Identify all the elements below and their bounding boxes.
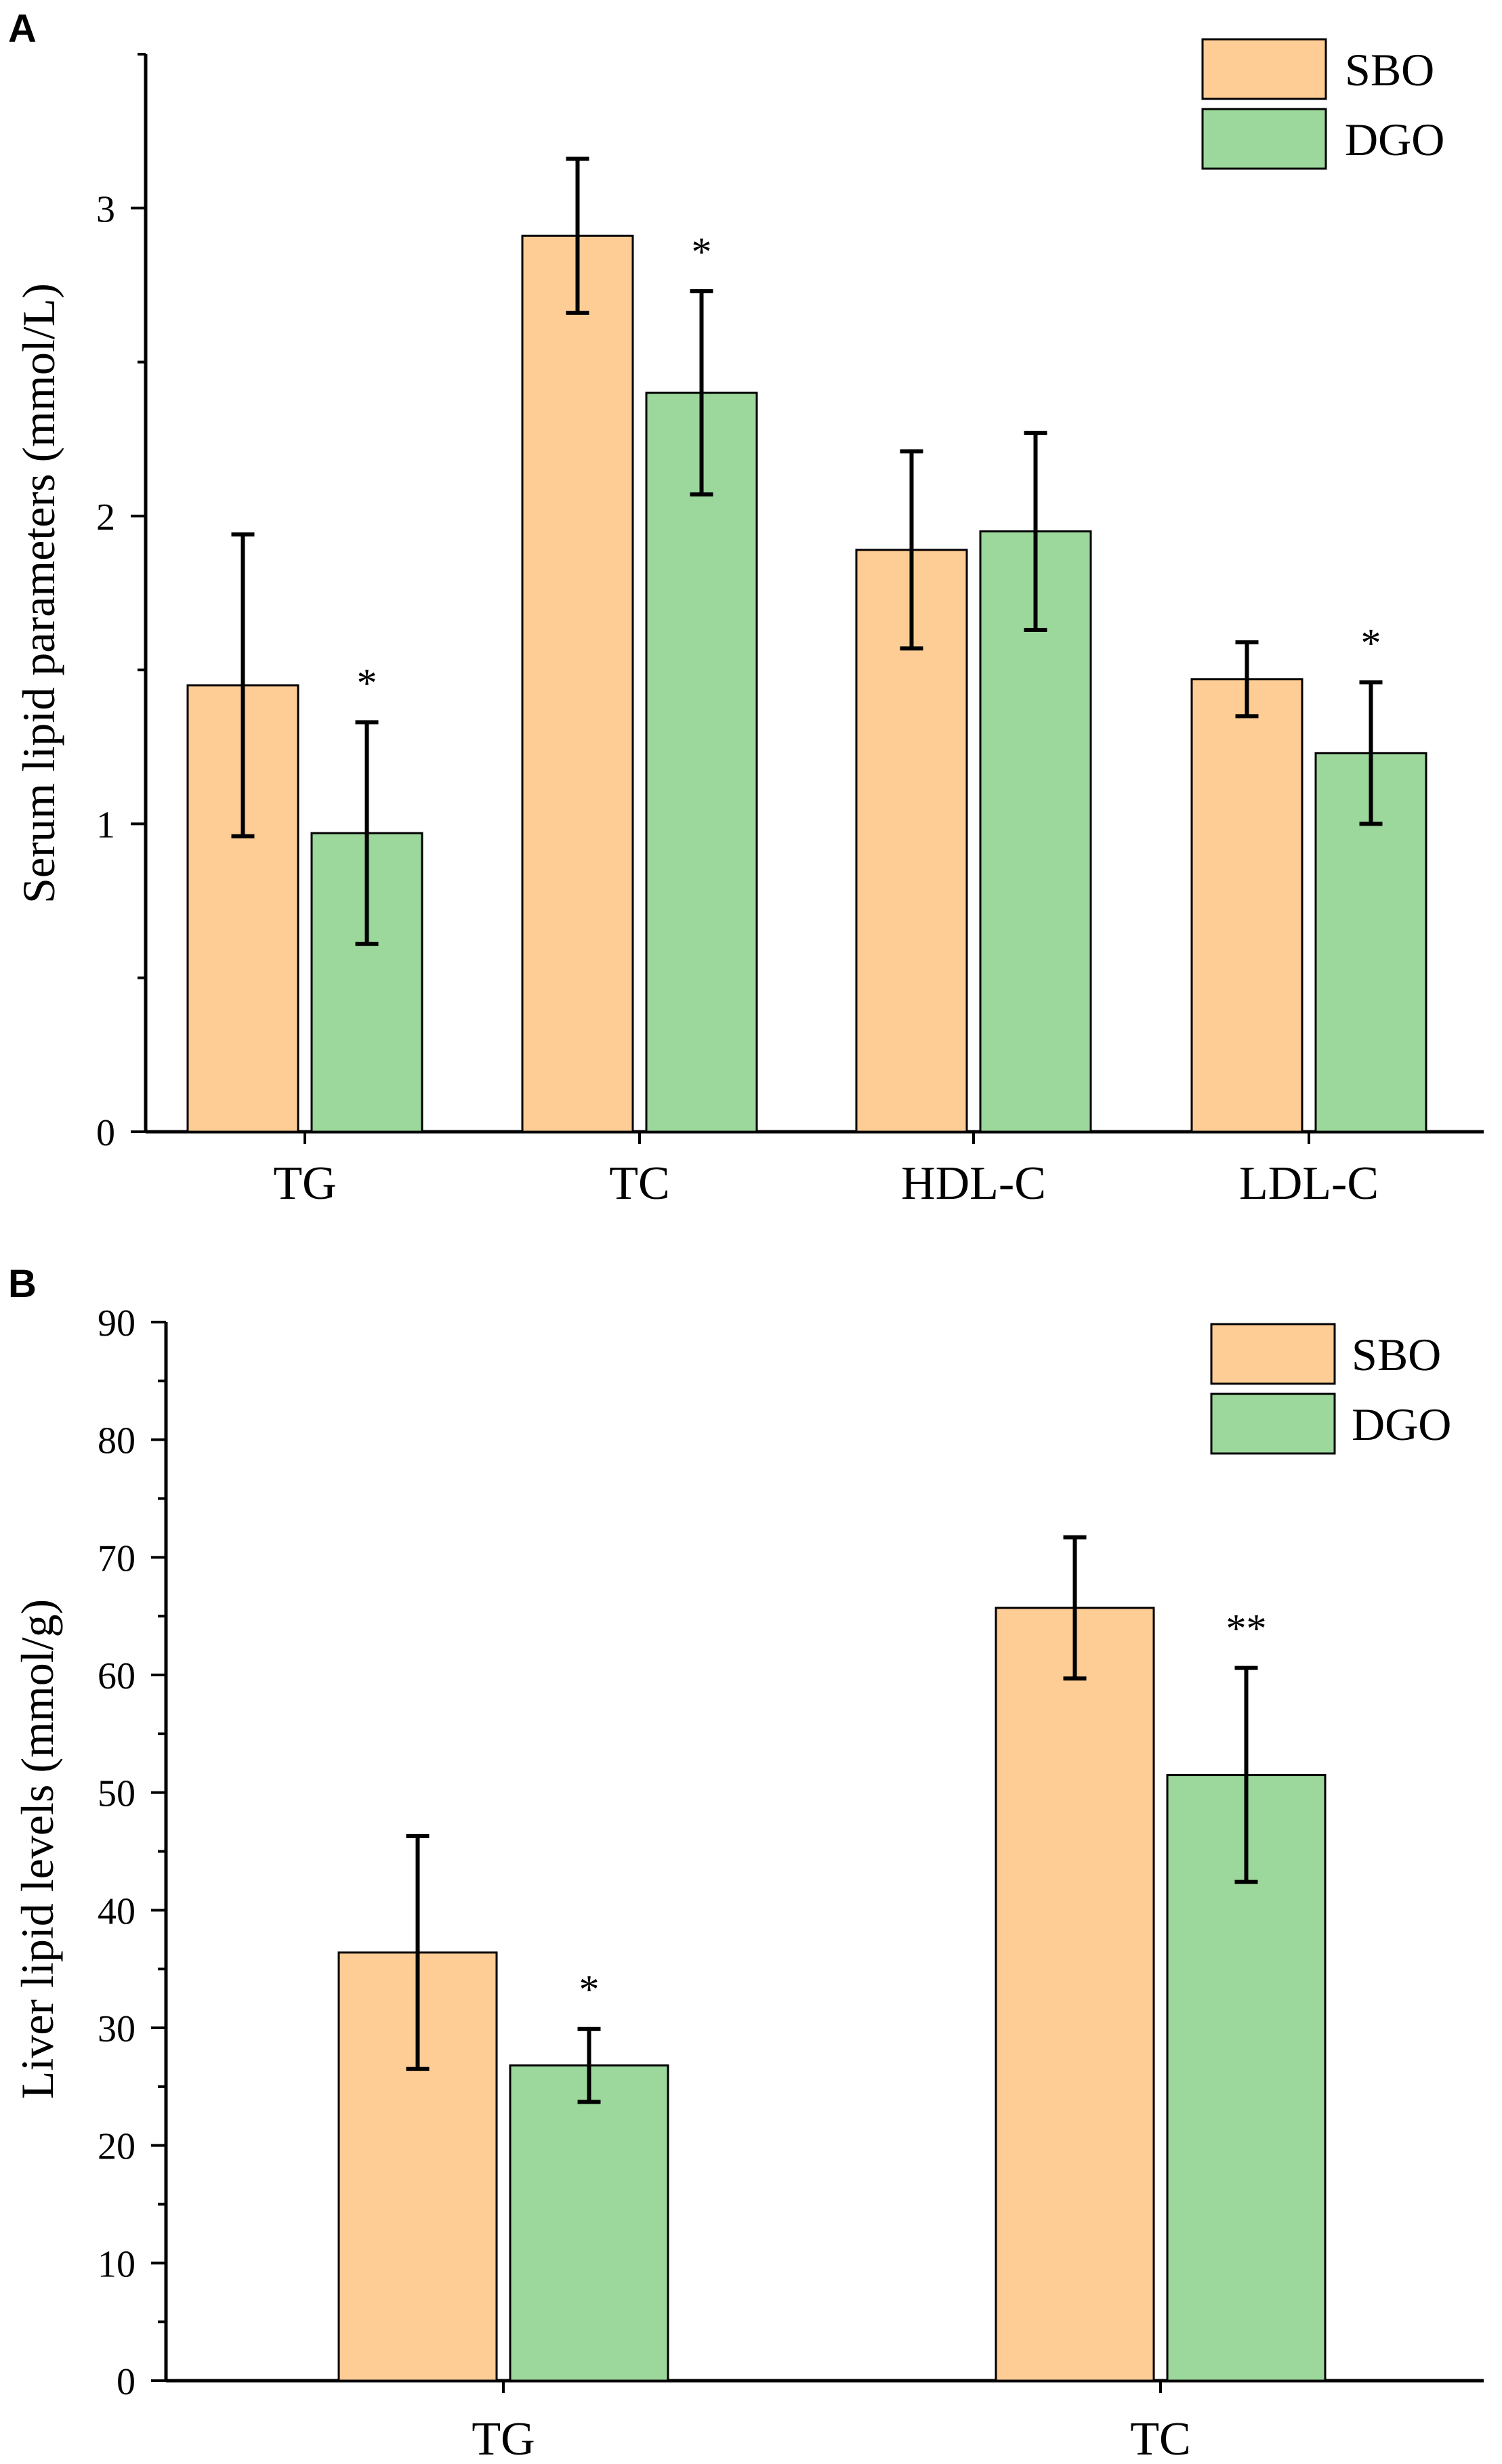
y-axis-title: Liver lipid levels (mmol/g) bbox=[12, 1599, 63, 2099]
y-tick-label: 90 bbox=[98, 1302, 135, 1344]
y-tick-label: 10 bbox=[98, 2243, 135, 2285]
y-tick-label: 80 bbox=[98, 1420, 135, 1462]
y-tick-label: 50 bbox=[98, 1773, 135, 1815]
legend: SBO DGO bbox=[1210, 1323, 1451, 1455]
y-tick-label: 20 bbox=[98, 2126, 135, 2168]
significance-marker: * bbox=[579, 1968, 600, 2012]
panel-a-letter: A bbox=[8, 7, 37, 51]
x-category-label-tc: TC bbox=[609, 1157, 669, 1210]
legend-swatch-dgo bbox=[1201, 108, 1327, 170]
error-bar-dgo-tc bbox=[690, 289, 713, 497]
x-category-label-tg: TG bbox=[472, 2413, 535, 2464]
y-tick-label: 40 bbox=[98, 1890, 135, 1932]
significance-marker: ** bbox=[1226, 1607, 1267, 1651]
bar-sbo-tc bbox=[521, 234, 634, 1133]
x-category-label-tg: TG bbox=[273, 1157, 336, 1210]
panel-a: A 0 1 2 3 Serum lipid parameters (mmol/L) TG T… bbox=[8, 7, 1484, 1210]
error-bar-dgo-tg bbox=[577, 2026, 601, 2104]
legend-swatch-sbo bbox=[1201, 38, 1327, 100]
legend-swatch-sbo bbox=[1210, 1323, 1336, 1385]
x-category-label-ldl-c: LDL-C bbox=[1239, 1157, 1379, 1210]
y-tick-label: 0 bbox=[117, 2361, 135, 2403]
significance-marker: * bbox=[1361, 620, 1381, 665]
error-bar-sbo-hdl-c bbox=[900, 449, 923, 651]
error-bar-sbo-tc bbox=[566, 156, 589, 315]
x-category-label-hdl-c: HDL-C bbox=[901, 1157, 1046, 1210]
error-bar-sbo-tc bbox=[1063, 1535, 1087, 1681]
bar-dgo-tg bbox=[509, 2064, 669, 2382]
error-bar-sbo-tg bbox=[406, 1833, 430, 2071]
bar-sbo-ldl-c bbox=[1190, 678, 1303, 1133]
error-bar-sbo-tg bbox=[231, 532, 255, 838]
y-tick-label: 2 bbox=[96, 496, 115, 538]
legend-label-sbo: SBO bbox=[1352, 1329, 1441, 1380]
significance-marker: * bbox=[357, 660, 377, 705]
y-tick-label: 30 bbox=[98, 2008, 135, 2050]
y-tick-label: 60 bbox=[98, 1655, 135, 1697]
x-category-label-tc: TC bbox=[1130, 2413, 1190, 2464]
y-tick-label: 1 bbox=[96, 804, 115, 846]
legend-label-sbo: SBO bbox=[1345, 44, 1434, 95]
y-tick-label: 0 bbox=[96, 1112, 115, 1154]
bar-dgo-tc bbox=[645, 391, 758, 1133]
legend-label-dgo: DGO bbox=[1345, 114, 1444, 165]
legend-label-dgo: DGO bbox=[1352, 1399, 1451, 1450]
y-axis-title: Serum lipid parameters (mmol/L) bbox=[13, 283, 64, 904]
error-bar-dgo-ldl-c bbox=[1359, 680, 1383, 826]
error-bar-dgo-tc bbox=[1234, 1665, 1258, 1884]
y-tick-label: 70 bbox=[98, 1537, 135, 1579]
error-bar-sbo-ldl-c bbox=[1235, 640, 1259, 719]
panel-b-letter: B bbox=[8, 1262, 37, 1306]
error-bar-dgo-hdl-c bbox=[1024, 431, 1047, 633]
y-tick-label: 3 bbox=[96, 188, 115, 230]
error-bar-dgo-tg bbox=[355, 720, 379, 946]
significance-marker: * bbox=[692, 230, 712, 274]
legend-swatch-dgo bbox=[1210, 1393, 1336, 1455]
bar-sbo-tc bbox=[995, 1607, 1155, 2382]
legend: SBO DGO bbox=[1201, 38, 1444, 170]
panel-b: B 0 10 20 30 40 50 60 70 80 90 Liver lipid levels … bbox=[8, 1262, 1484, 2464]
